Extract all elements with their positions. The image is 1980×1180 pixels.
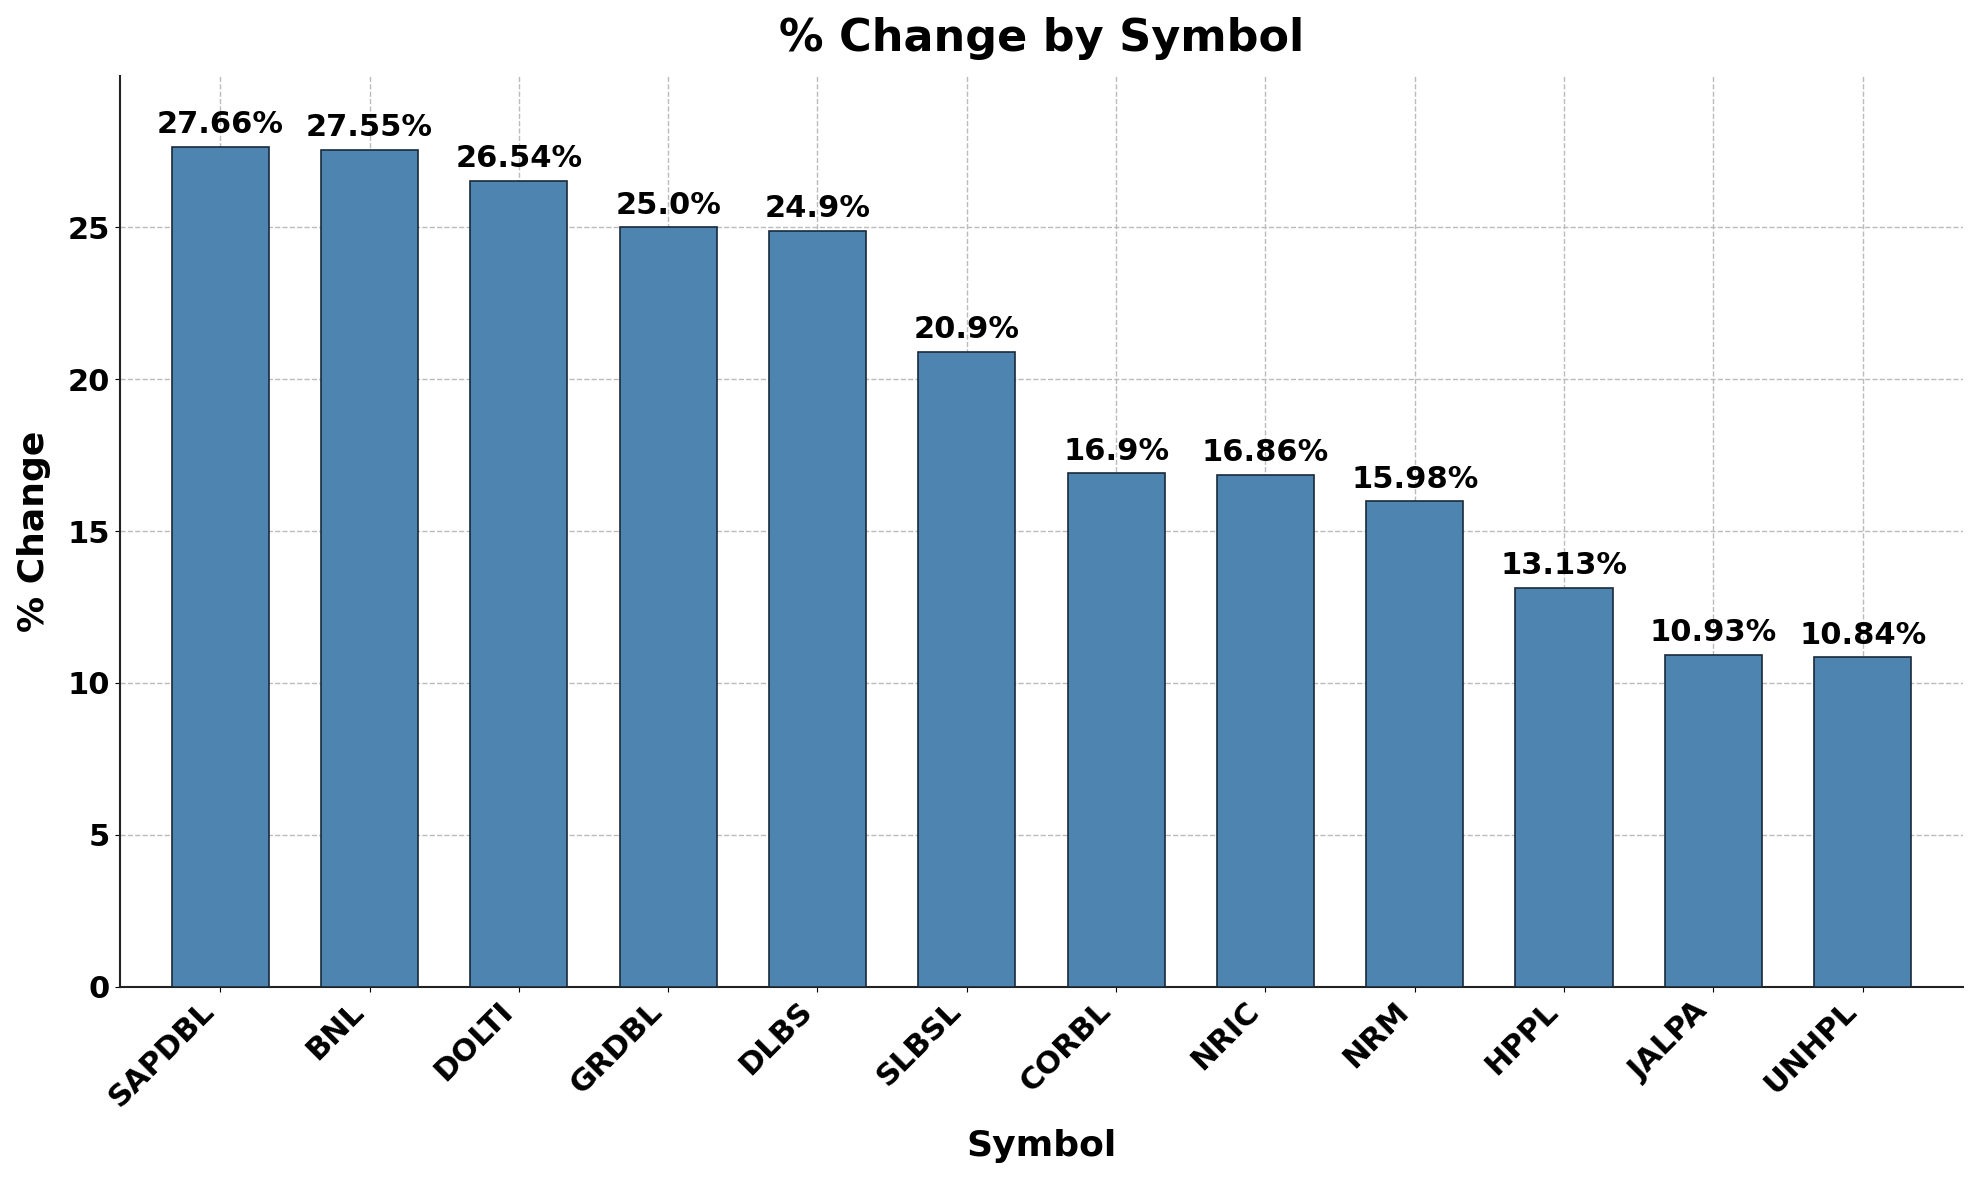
Bar [471, 181, 568, 986]
Bar [172, 146, 269, 986]
Text: 10.84%: 10.84% [1800, 621, 1927, 650]
Bar [919, 352, 1016, 986]
Text: 15.98%: 15.98% [1350, 465, 1479, 493]
Bar [321, 150, 418, 986]
Bar [1814, 657, 1911, 986]
Bar [1665, 655, 1762, 986]
Y-axis label: % Change: % Change [16, 431, 51, 631]
Text: 13.13%: 13.13% [1501, 551, 1628, 581]
X-axis label: Symbol: Symbol [966, 1129, 1117, 1163]
Text: 20.9%: 20.9% [915, 315, 1020, 345]
Text: 16.9%: 16.9% [1063, 437, 1168, 466]
Bar [620, 228, 717, 986]
Text: 25.0%: 25.0% [616, 191, 721, 219]
Text: 10.93%: 10.93% [1649, 618, 1776, 647]
Bar [1515, 588, 1612, 986]
Title: % Change by Symbol: % Change by Symbol [778, 17, 1305, 60]
Text: 24.9%: 24.9% [764, 194, 871, 223]
Bar [1218, 474, 1315, 986]
Bar [1067, 473, 1164, 986]
Bar [1366, 502, 1463, 986]
Text: 27.66%: 27.66% [156, 110, 283, 139]
Text: 26.54%: 26.54% [455, 144, 582, 173]
Text: 16.86%: 16.86% [1202, 438, 1329, 467]
Bar [768, 230, 865, 986]
Text: 27.55%: 27.55% [307, 113, 434, 143]
